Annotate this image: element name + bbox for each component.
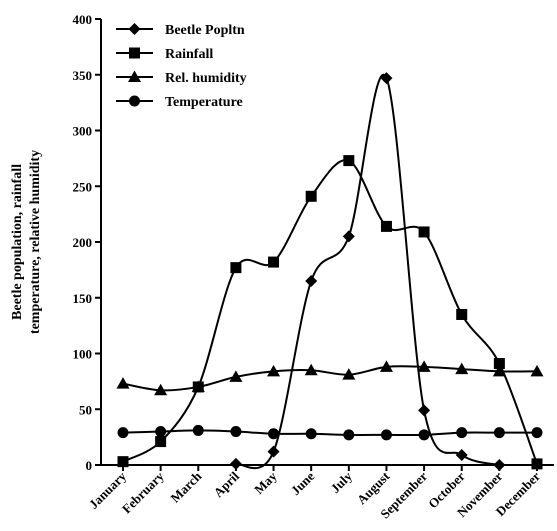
data-point-beetle-popltn-september (418, 404, 431, 417)
legend-item-rel-humidity: Rel. humidity (116, 70, 247, 86)
y-tick-label: 350 (73, 68, 93, 83)
data-point-rainfall-april (230, 262, 242, 274)
y-tick-label: 150 (73, 291, 93, 306)
series-temperature (117, 424, 543, 441)
data-point-rainfall-november (493, 358, 505, 370)
x-tick-label-may: May (251, 468, 280, 497)
data-point-rainfall-february (155, 436, 167, 448)
legend-marker-beetle-popltn (128, 23, 141, 35)
series-line-rel-humidity (122, 365, 538, 392)
legend-marker-rel-humidity (128, 70, 141, 82)
data-point-rainfall-december (531, 458, 543, 470)
series-rel-humidity (116, 360, 544, 396)
x-tick-label-april: April (210, 468, 242, 500)
data-point-temperature-july (343, 429, 355, 441)
data-point-rel-humidity-december (530, 364, 544, 377)
legend: Beetle Popltn Rainfall Rel. humidity Temper… (116, 23, 247, 110)
data-point-temperature-august (380, 429, 392, 441)
data-point-rel-humidity-april (229, 370, 243, 382)
data-point-rainfall-may (268, 256, 280, 268)
y-tick-label: 50 (79, 402, 92, 417)
legend-item-temperature: Temperature (116, 95, 243, 110)
y-tick-label: 250 (73, 179, 93, 194)
series-beetle-popltn (229, 72, 506, 471)
data-point-rel-humidity-june (304, 363, 318, 376)
series-line-beetle-popltn (235, 73, 500, 470)
legend-item-beetle-popltn: Beetle Popltn (116, 23, 245, 38)
data-point-temperature-december (531, 427, 543, 439)
series-rainfall (117, 155, 543, 470)
data-point-rel-humidity-august (379, 360, 393, 372)
x-tick-label-june: June (288, 468, 318, 498)
data-point-rel-humidity-july (342, 368, 356, 380)
data-point-rel-humidity-november (492, 364, 506, 377)
data-point-beetle-popltn-may (267, 445, 280, 458)
data-point-rel-humidity-january (116, 377, 130, 389)
data-point-temperature-october (456, 427, 468, 439)
data-point-beetle-popltn-june (305, 275, 318, 288)
series-layer (116, 72, 544, 471)
data-point-beetle-popltn-april (229, 457, 242, 470)
data-point-rel-humidity-may (267, 364, 281, 377)
data-point-temperature-september (418, 429, 430, 441)
data-point-rainfall-september (418, 226, 430, 238)
data-point-beetle-popltn-october (455, 448, 468, 461)
legend-marker-temperature (129, 95, 140, 107)
x-tick-label-july: July (327, 468, 355, 496)
series-line-rainfall (122, 159, 538, 465)
y-tick-label: 100 (73, 347, 93, 362)
data-point-beetle-popltn-november (493, 459, 506, 471)
data-point-temperature-june (305, 428, 317, 440)
y-tick-label: 300 (73, 124, 93, 139)
data-point-temperature-april (230, 426, 242, 438)
data-point-temperature-march (192, 424, 204, 436)
legend-item-rainfall: Rainfall (116, 47, 213, 62)
legend-marker-rainfall (129, 47, 140, 59)
data-point-rel-humidity-september (417, 360, 431, 372)
data-point-beetle-popltn-august (380, 72, 393, 85)
legend-label-rainfall: Rainfall (165, 47, 213, 62)
data-point-rainfall-june (305, 190, 317, 202)
data-point-rainfall-january (117, 456, 129, 468)
data-point-beetle-popltn-july (342, 230, 355, 243)
data-point-temperature-november (493, 427, 505, 439)
x-tick-label-march: March (167, 468, 205, 506)
y-tick-label: 0 (86, 458, 93, 473)
data-point-temperature-february (155, 426, 167, 438)
data-point-temperature-january (117, 427, 129, 439)
series-line-temperature (122, 429, 537, 437)
y-tick-label: 200 (73, 235, 93, 250)
legend-label-beetle-popltn: Beetle Popltn (165, 23, 245, 38)
x-tick-label-february: February (119, 468, 167, 516)
data-point-temperature-may (268, 428, 280, 440)
data-point-rainfall-august (380, 220, 392, 232)
data-point-rainfall-october (456, 308, 468, 320)
legend-label-rel-humidity: Rel. humidity (165, 71, 247, 86)
data-point-rel-humidity-march (191, 380, 205, 392)
data-point-rel-humidity-october (455, 362, 469, 375)
y-tick-label: 400 (73, 12, 93, 27)
y-axis-title-line-2: temperature, relative humidity (28, 150, 43, 334)
y-axis-title-line-1: Beetle population, rainfall (10, 164, 25, 320)
legend-label-temperature: Temperature (165, 95, 243, 110)
data-point-rainfall-july (343, 155, 355, 167)
data-point-rel-humidity-february (154, 383, 168, 396)
